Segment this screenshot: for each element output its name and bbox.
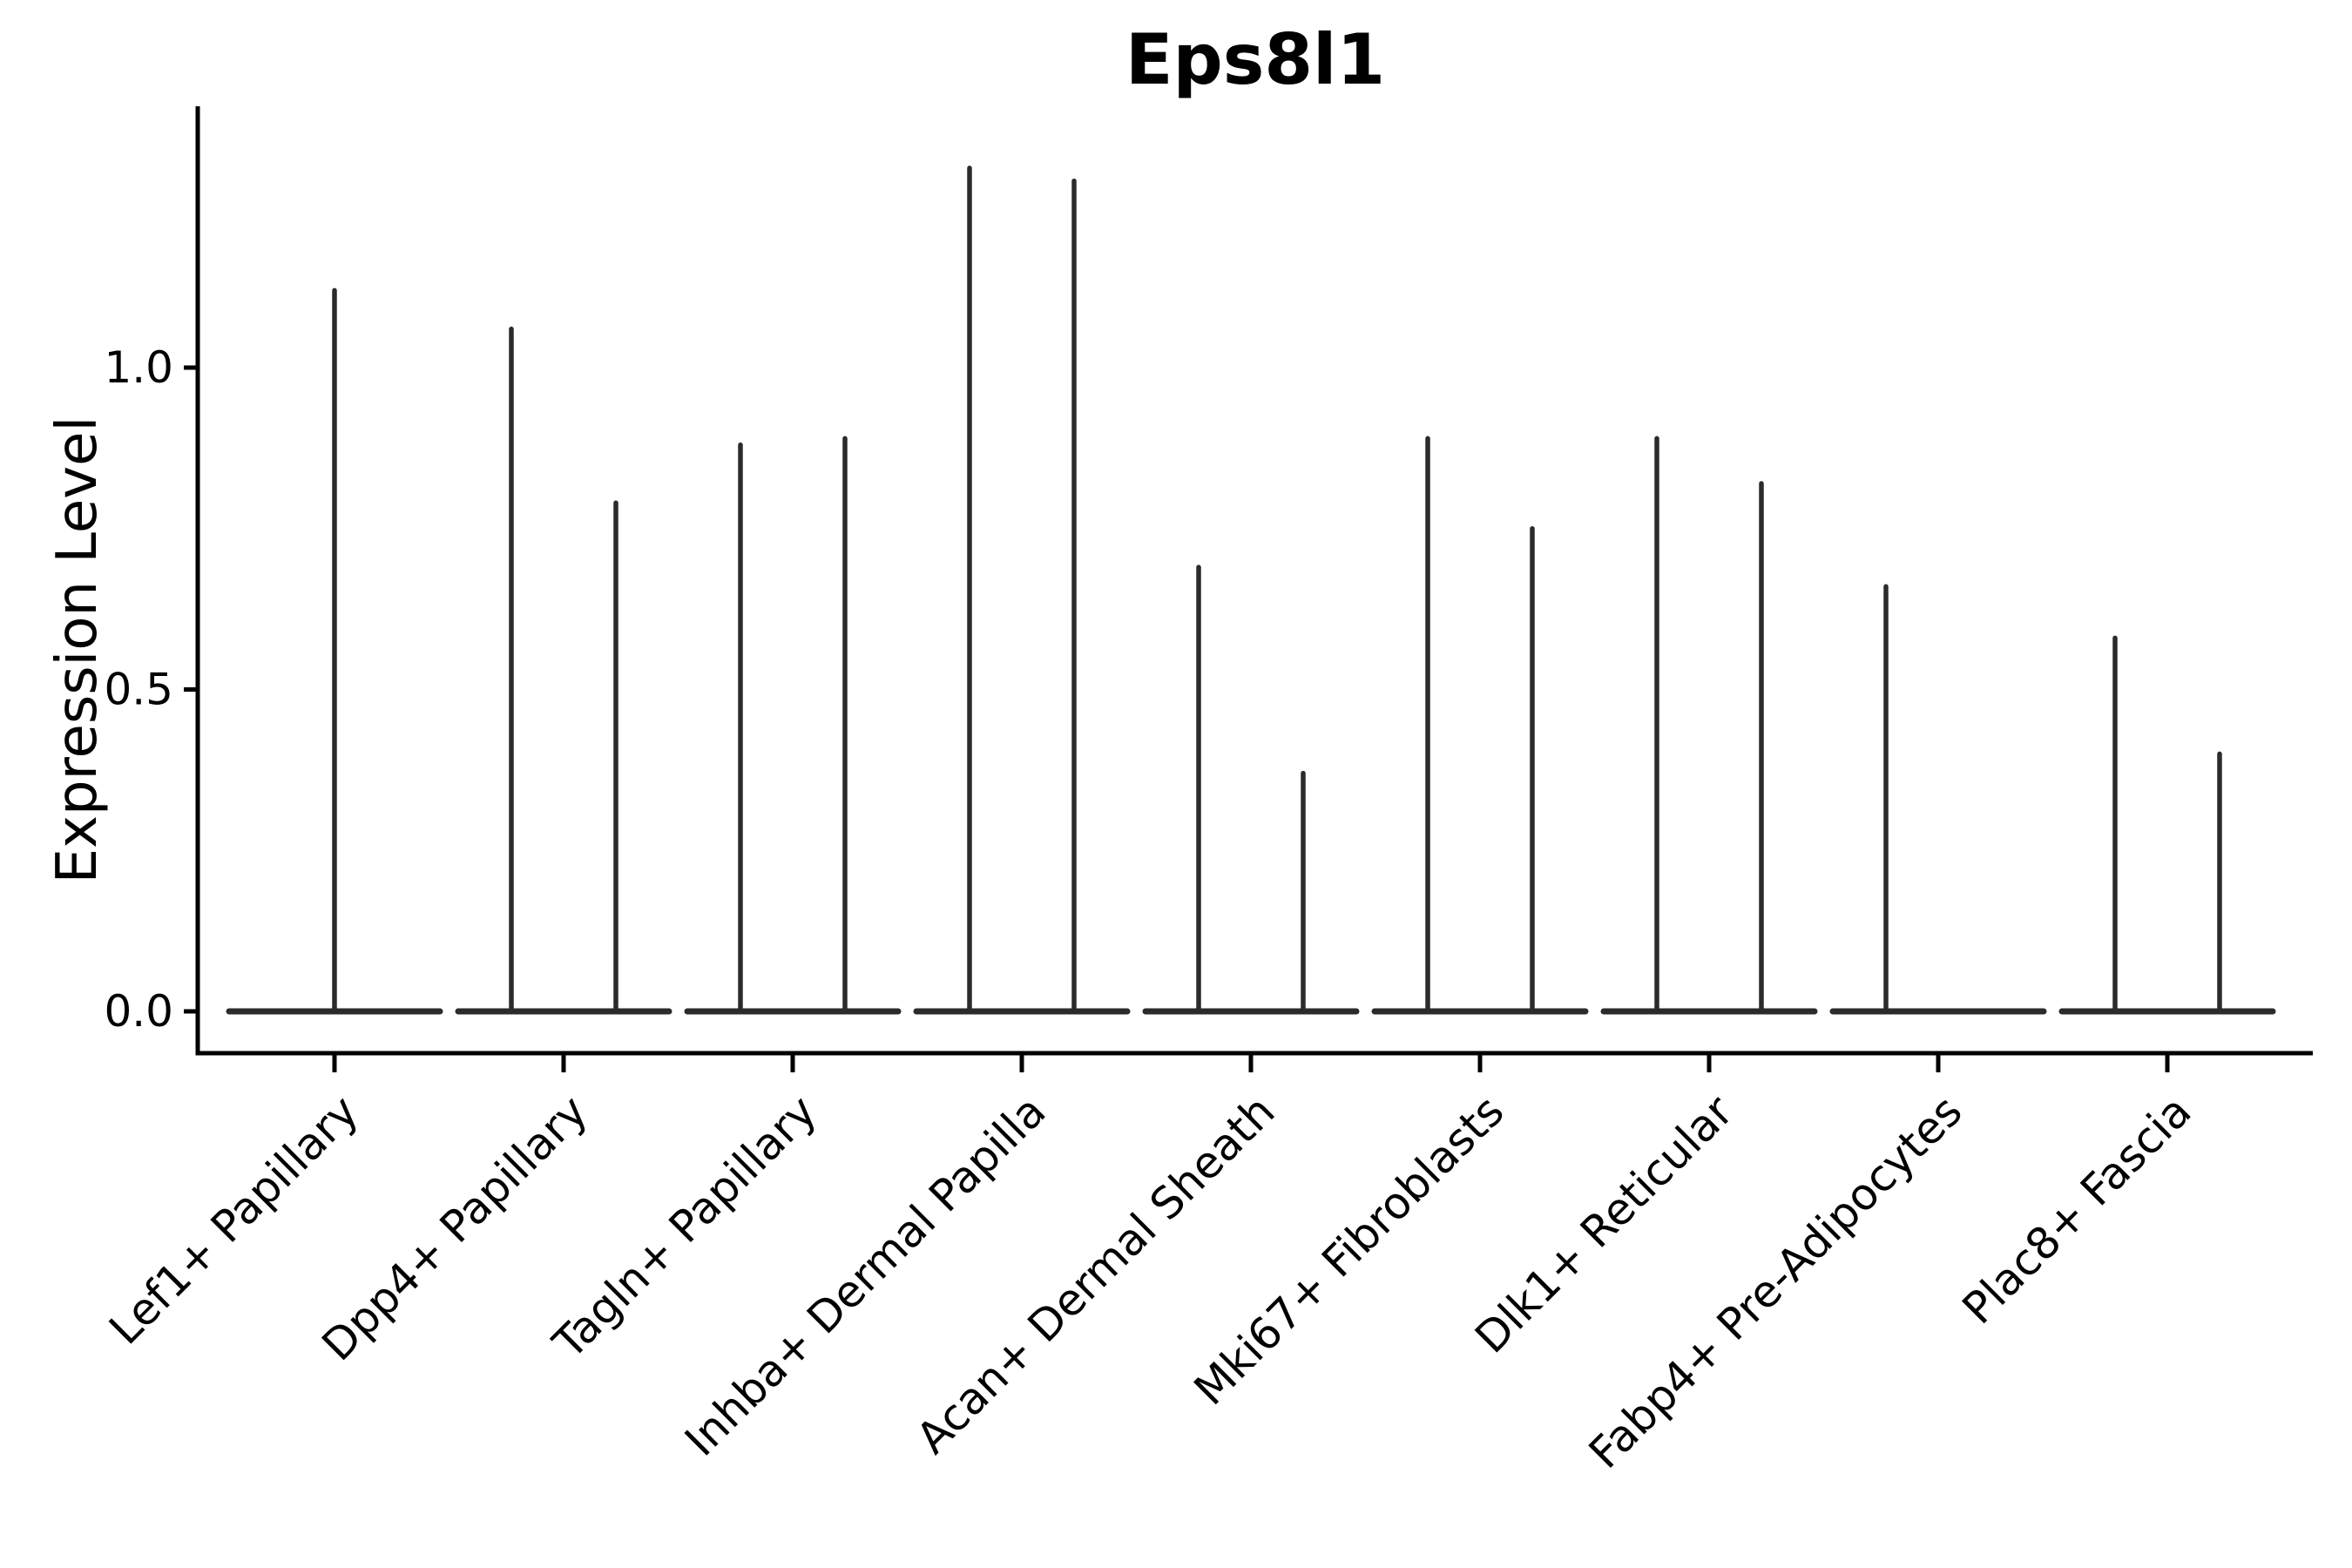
y-tick-label: 0.5 (104, 665, 173, 715)
x-tick-label: Fabp4+ Pre-Adipocytes (1579, 1085, 1972, 1478)
chart-title: Eps8l1 (1125, 19, 1386, 100)
y-tick-label: 0.0 (104, 986, 173, 1037)
y-tick-label: 1.0 (104, 342, 173, 393)
x-tick-label: Lef1+ Papillary (99, 1085, 368, 1354)
x-tick-label: Plac8+ Fascia (1953, 1085, 2201, 1334)
